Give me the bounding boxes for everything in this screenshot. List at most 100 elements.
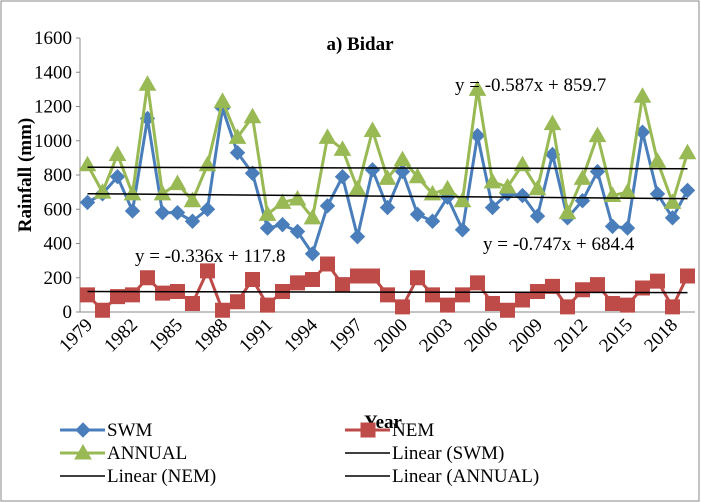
trend-line (87, 166, 688, 170)
marker (243, 107, 262, 124)
legend-label: Linear (ANNUAL) (392, 466, 539, 487)
marker (649, 186, 666, 202)
marker (408, 167, 427, 184)
marker (513, 155, 532, 172)
marker (588, 126, 607, 143)
marker (440, 297, 455, 313)
marker (605, 295, 620, 311)
marker (365, 268, 380, 284)
marker (318, 128, 337, 144)
marker (200, 263, 215, 279)
marker (380, 287, 395, 303)
marker (648, 152, 667, 168)
marker (453, 191, 472, 208)
marker (470, 275, 485, 291)
legend-label: Linear (SWM) (392, 443, 504, 464)
marker (650, 273, 665, 289)
marker (409, 206, 426, 223)
marker (80, 287, 95, 303)
marker (274, 216, 291, 233)
marker (663, 193, 682, 209)
marker (75, 422, 91, 438)
marker (334, 169, 351, 185)
chart-title: a) Bidar (326, 34, 394, 55)
marker (543, 114, 562, 131)
y-tick-label: 1200 (34, 97, 72, 118)
marker (199, 201, 216, 217)
marker (485, 295, 500, 311)
marker (169, 204, 186, 221)
marker (245, 271, 260, 287)
legend-label: NEM (392, 420, 434, 441)
legend-item: ANNUAL (60, 443, 187, 464)
marker (363, 121, 382, 137)
marker (108, 145, 127, 161)
marker (454, 222, 471, 238)
marker (635, 280, 650, 296)
marker (319, 198, 336, 214)
y-tick-label: 200 (44, 268, 73, 289)
marker (619, 220, 636, 236)
marker (215, 302, 230, 318)
y-axis-title: Rainfall (mm) (15, 118, 36, 233)
marker (79, 194, 96, 211)
marker (230, 294, 245, 310)
marker (664, 210, 681, 226)
marker (289, 223, 306, 240)
marker (140, 270, 155, 286)
marker (558, 203, 577, 220)
legend-label: SWM (107, 420, 153, 441)
marker (679, 182, 696, 199)
marker (360, 422, 376, 438)
marker (93, 183, 112, 199)
trend-equation: y = -0.336x + 117.8 (135, 246, 286, 267)
marker (320, 256, 335, 272)
marker (305, 271, 320, 287)
marker (123, 184, 142, 201)
marker (483, 172, 502, 189)
y-tick-label: 400 (44, 234, 73, 255)
marker (438, 179, 457, 196)
marker (560, 299, 575, 315)
marker (410, 270, 425, 286)
marker (258, 205, 277, 221)
marker (213, 92, 232, 108)
marker (498, 177, 517, 194)
legend-item: SWM (60, 420, 153, 441)
marker (138, 75, 157, 91)
marker (229, 145, 246, 161)
trend-line (87, 192, 688, 200)
marker (303, 208, 322, 225)
legend-item: Linear (SWM) (345, 443, 504, 464)
marker (455, 287, 470, 303)
marker (335, 277, 350, 293)
marker (348, 179, 367, 196)
marker (620, 297, 635, 313)
marker (153, 184, 172, 201)
y-tick-label: 0 (63, 302, 73, 323)
legend-label: ANNUAL (107, 443, 187, 464)
marker (680, 268, 695, 284)
marker (665, 299, 680, 315)
marker (290, 275, 305, 291)
marker (259, 220, 276, 236)
marker (590, 277, 605, 293)
marker (529, 208, 546, 224)
marker (184, 213, 201, 229)
marker (575, 282, 590, 298)
marker (425, 287, 440, 303)
y-tick-label: 1000 (34, 131, 72, 152)
trend-equation: y = -0.587x + 859.7 (455, 75, 606, 96)
trend-equation: y = -0.747x + 684.4 (483, 234, 635, 255)
trend-line (87, 290, 688, 294)
marker (604, 218, 621, 235)
marker (154, 204, 171, 221)
marker (395, 299, 410, 315)
marker (350, 268, 365, 284)
marker (273, 193, 292, 209)
marker (573, 169, 592, 185)
marker (228, 128, 247, 144)
marker (95, 302, 110, 318)
marker (185, 295, 200, 311)
